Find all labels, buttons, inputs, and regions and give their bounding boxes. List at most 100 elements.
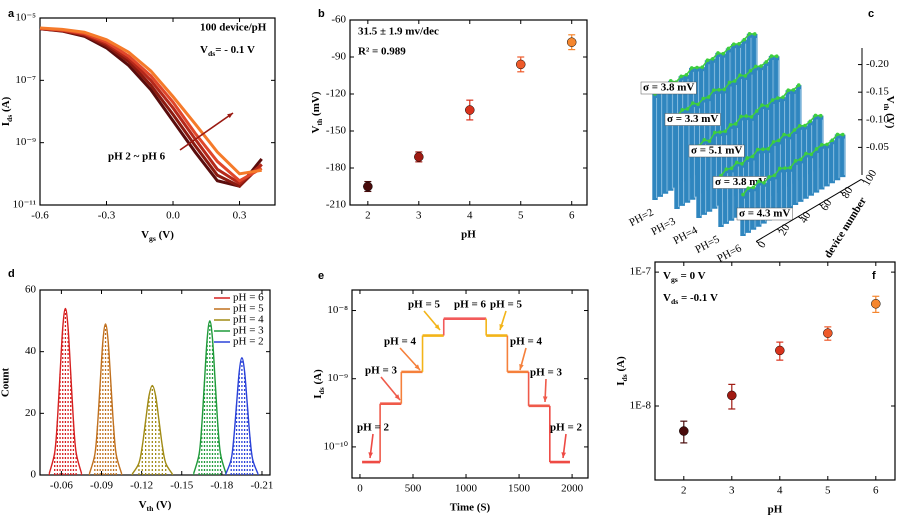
x-tick-label: 4 bbox=[777, 485, 783, 497]
z-axis-label-part: V bbox=[884, 96, 896, 104]
plot-frame bbox=[349, 19, 588, 206]
plot-frame bbox=[39, 289, 271, 476]
vth-point bbox=[744, 114, 749, 118]
vth-point bbox=[813, 113, 818, 118]
vth-point bbox=[734, 160, 739, 165]
vth-point bbox=[740, 162, 744, 166]
y-axis-label: Vth (mV) bbox=[310, 91, 325, 133]
y-tick-label: 1E-7 bbox=[630, 266, 652, 278]
vth-point bbox=[745, 156, 750, 160]
vth-point bbox=[753, 64, 758, 69]
annotation: Vds= - 0.1 V bbox=[200, 44, 255, 59]
vth-point bbox=[738, 73, 742, 77]
vth-point bbox=[716, 51, 720, 55]
sigma-box: σ = 4.3 mV bbox=[736, 207, 793, 221]
vth-point bbox=[750, 154, 755, 159]
x-tick-label: -0.18 bbox=[210, 480, 233, 492]
arrow-head bbox=[227, 113, 233, 119]
y-tick-label: 1E-8 bbox=[630, 400, 652, 412]
x-axis-label: pH bbox=[461, 229, 476, 241]
vth-point bbox=[825, 142, 829, 147]
vth-point bbox=[690, 101, 695, 105]
x-tick-label: -0.6 bbox=[31, 210, 49, 222]
arrow-head bbox=[368, 452, 374, 458]
x-tick-label: 4 bbox=[467, 210, 473, 222]
y-tick-label: 10⁻⁹ bbox=[327, 372, 348, 384]
sigma-bg bbox=[736, 207, 793, 221]
device-axis bbox=[755, 178, 862, 242]
fit-curve bbox=[88, 323, 123, 474]
x-tick-label: 1000 bbox=[455, 483, 478, 495]
sigma-bg bbox=[664, 113, 721, 126]
device-tick bbox=[797, 216, 802, 220]
y-axis-label: Ids (A) bbox=[0, 96, 14, 126]
device-tick-label: 0 bbox=[756, 239, 769, 250]
x-tick-label: 5 bbox=[518, 210, 524, 222]
x-axis-label-part: (V) bbox=[153, 499, 171, 511]
annotation-part: = - 0.1 V bbox=[215, 44, 255, 56]
vth-point bbox=[707, 139, 712, 143]
z-tick-label: -0.15 bbox=[866, 86, 889, 98]
vth-point bbox=[731, 42, 736, 46]
arrow-head bbox=[414, 364, 420, 370]
legend-label: pH = 2 bbox=[233, 336, 264, 348]
plot-frame bbox=[654, 261, 896, 481]
arrow-head bbox=[542, 396, 548, 402]
arrow bbox=[179, 112, 234, 151]
vth-point bbox=[783, 166, 787, 170]
step-label: pH = 3 bbox=[365, 365, 397, 377]
arrow-head bbox=[561, 452, 567, 458]
vth-point bbox=[706, 95, 711, 99]
y-axis-label-part: th bbox=[315, 118, 324, 126]
vth-point bbox=[766, 147, 771, 151]
x-tick-label: 0 bbox=[357, 483, 363, 495]
arrow-head bbox=[434, 324, 440, 330]
annotation: Vgs = 0 V bbox=[663, 270, 706, 285]
y-axis-label-part: I bbox=[615, 382, 627, 386]
panel-letter: b bbox=[318, 8, 325, 20]
vth-point bbox=[787, 133, 792, 138]
panel-letter: f bbox=[872, 270, 876, 282]
vth-point bbox=[710, 56, 715, 61]
vth-point bbox=[684, 73, 689, 77]
x-axis-label-part: th bbox=[147, 504, 155, 513]
vth-point bbox=[774, 54, 779, 59]
annotation-part: V bbox=[200, 44, 208, 56]
vth-point bbox=[793, 159, 798, 163]
vth-point bbox=[769, 54, 774, 58]
y-tick-label: 10⁻⁹ bbox=[15, 136, 36, 148]
vth-point bbox=[759, 64, 763, 68]
legend-label: pH = 5 bbox=[233, 303, 264, 315]
device-tick-label: 20 bbox=[777, 222, 793, 238]
step-label: pH = 5 bbox=[490, 299, 522, 311]
vth-point bbox=[749, 115, 754, 119]
point bbox=[515, 59, 526, 70]
panel-letter: d bbox=[8, 268, 15, 280]
x-tick-label: -0.21 bbox=[251, 480, 274, 492]
vth-point bbox=[748, 68, 753, 73]
y-axis-label: Count bbox=[0, 367, 12, 397]
device-tick bbox=[860, 178, 865, 182]
y-tick-label: 20 bbox=[25, 407, 37, 419]
point bbox=[566, 37, 577, 47]
legend-label: pH = 3 bbox=[233, 325, 264, 337]
panel-letter: a bbox=[8, 8, 15, 20]
vth-point bbox=[830, 138, 835, 143]
legend-label: pH = 4 bbox=[233, 314, 264, 326]
y-tick-label: -120 bbox=[326, 88, 347, 100]
y-tick-label: 10⁻⁵ bbox=[15, 12, 36, 24]
z-axis-label: Vth (V) bbox=[882, 96, 897, 129]
vth-point bbox=[711, 88, 716, 92]
annotation-part: V bbox=[663, 270, 671, 282]
vth-point bbox=[776, 138, 781, 143]
vth-point bbox=[791, 88, 796, 92]
vth-point bbox=[717, 87, 721, 92]
vth-point bbox=[754, 109, 759, 113]
y-tick-label: -180 bbox=[326, 162, 347, 174]
vth-point bbox=[752, 32, 757, 36]
y-axis-label: Ids (A) bbox=[615, 356, 630, 386]
vth-point bbox=[705, 58, 710, 63]
sigma-bg bbox=[688, 144, 745, 158]
vth-point bbox=[797, 124, 802, 128]
